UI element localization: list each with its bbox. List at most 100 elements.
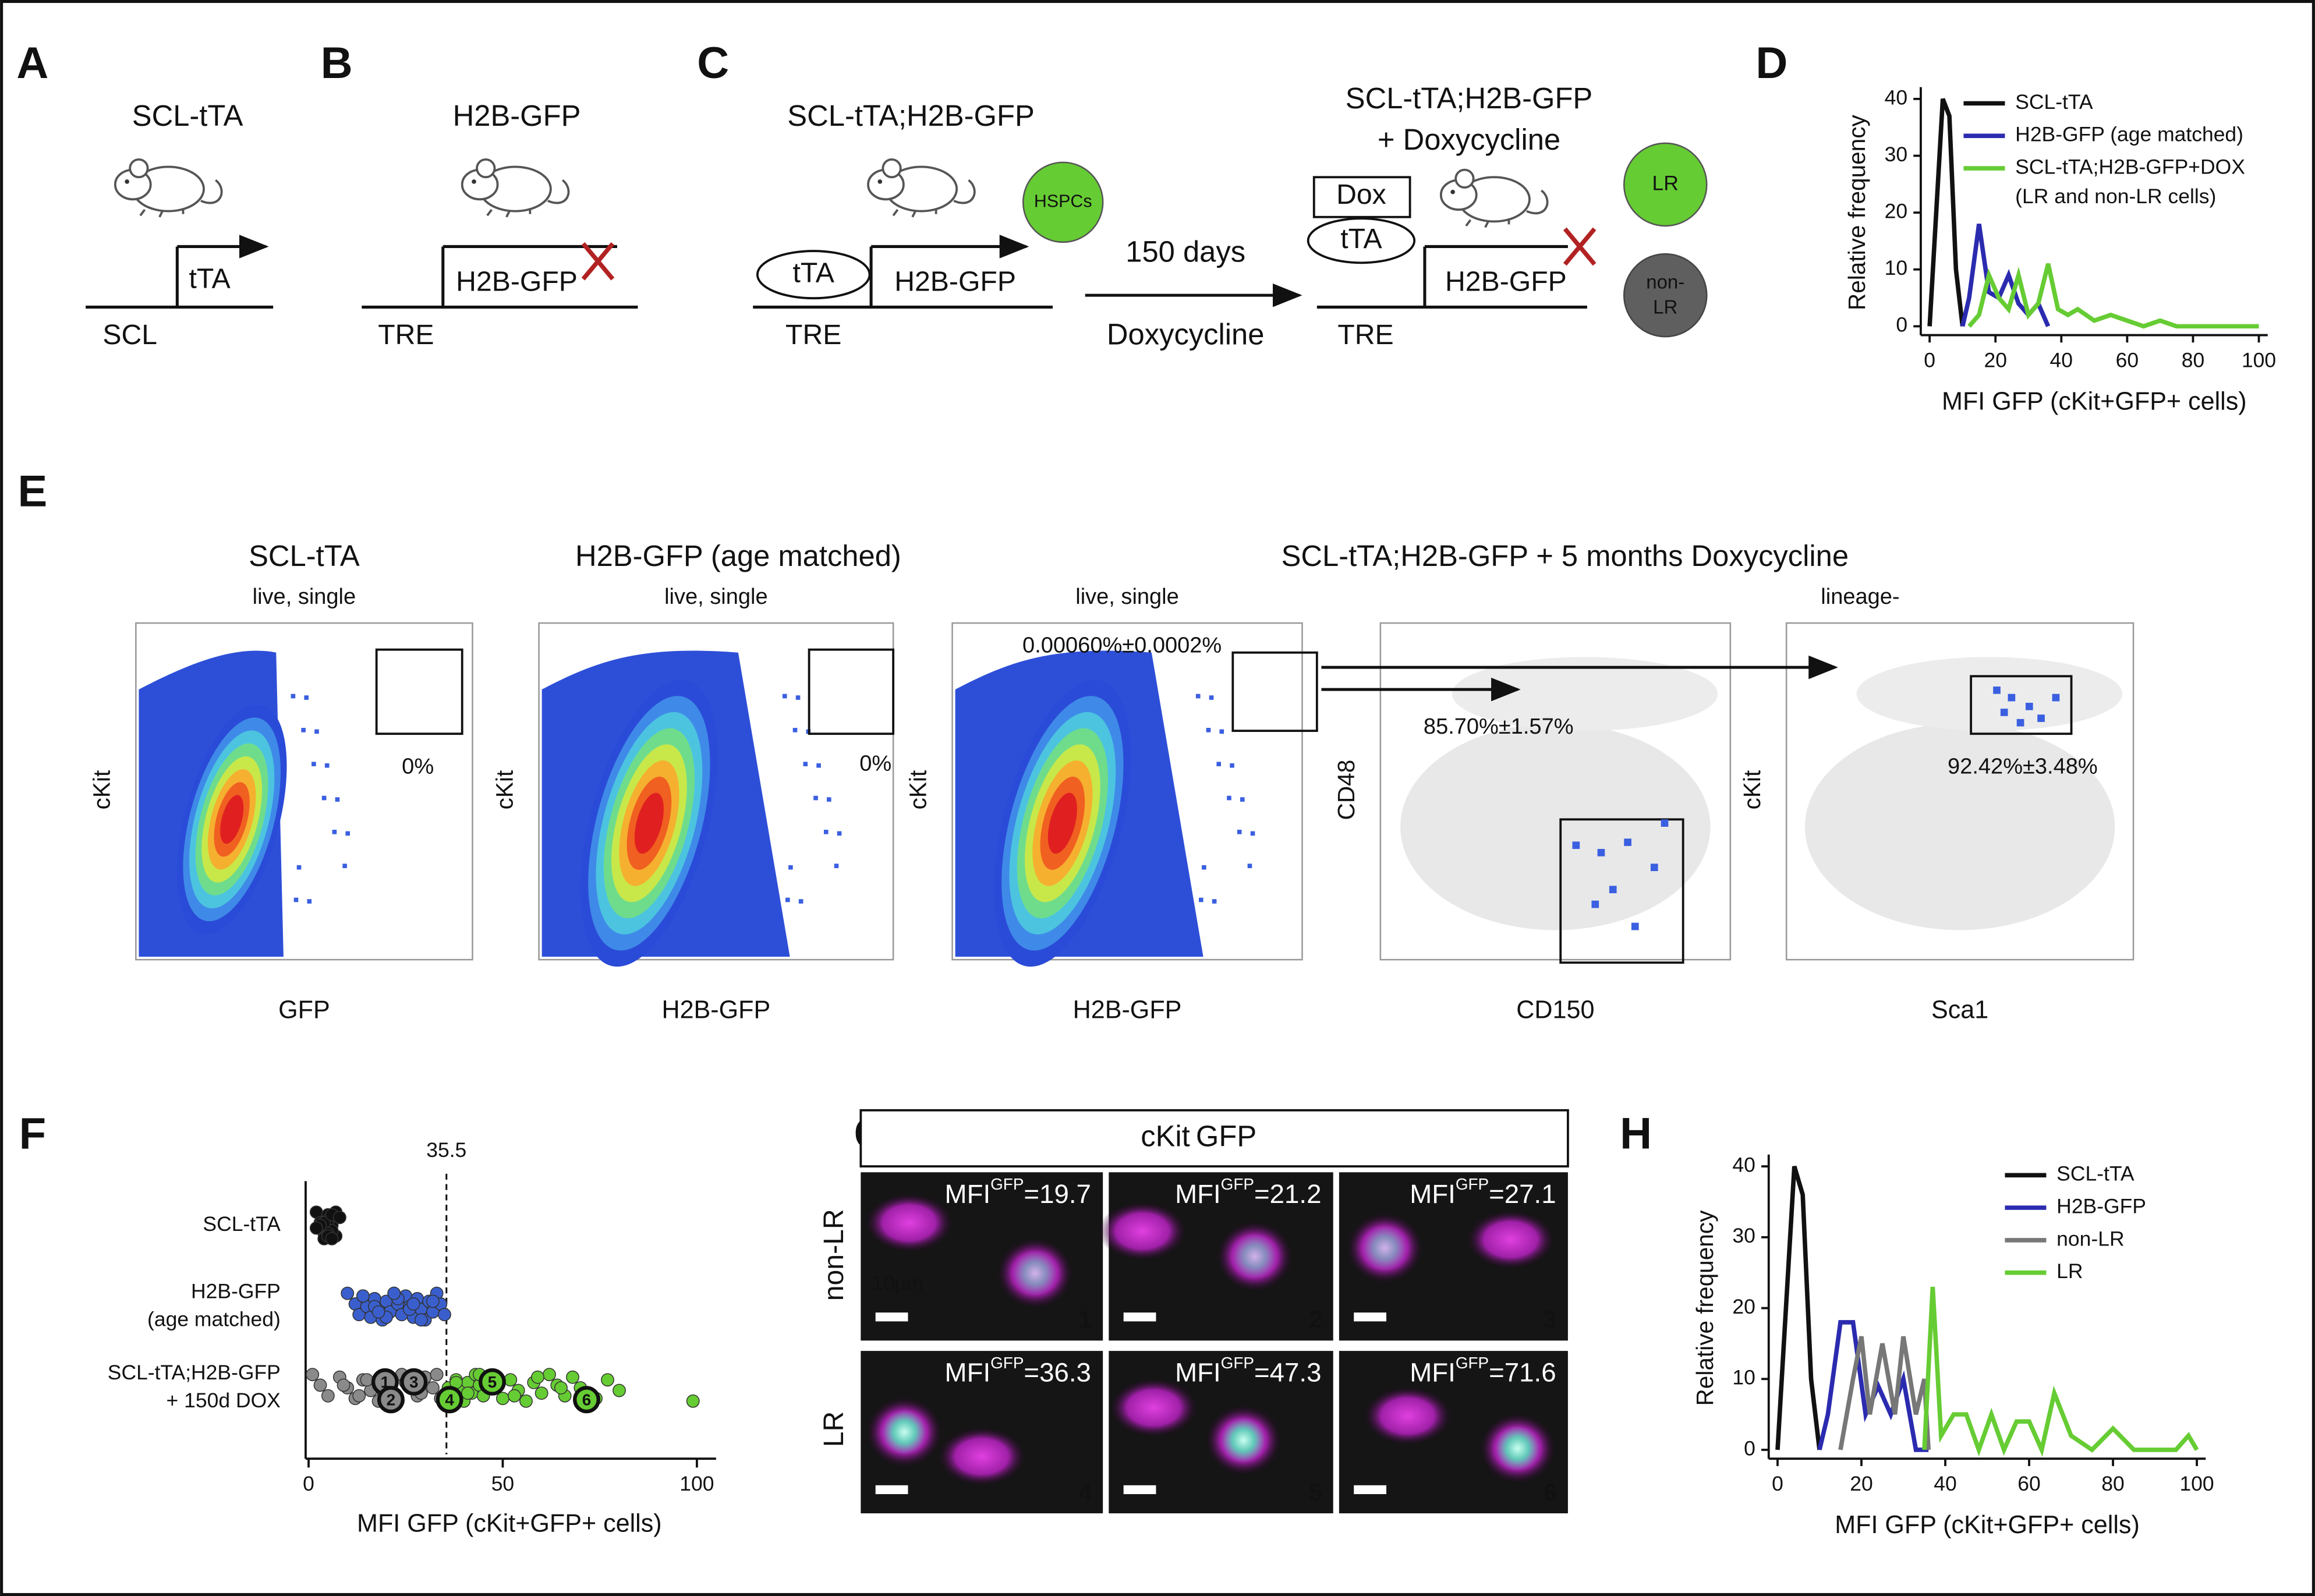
mfi-value: =47.3 — [1254, 1358, 1321, 1388]
point — [360, 1373, 374, 1387]
threshold-label: 35.5 — [426, 1138, 466, 1162]
gfp-signal — [1232, 1234, 1277, 1279]
highlight-point — [573, 1386, 600, 1414]
x-tick-label: 80 — [2182, 349, 2204, 372]
hspc-cell — [1022, 161, 1104, 243]
event-dot — [324, 763, 330, 768]
y-axis-label: cKit — [88, 770, 115, 810]
label: TRE — [785, 319, 841, 351]
gated-event — [1591, 900, 1599, 908]
event-dot — [1216, 762, 1222, 766]
mfi-sup: GFP — [990, 1175, 1024, 1193]
event-dot — [782, 693, 787, 699]
event-dot — [1206, 728, 1211, 732]
legend-label: SCL-tTA — [2056, 1162, 2135, 1186]
point — [613, 1383, 626, 1397]
gate-name: live, single — [664, 585, 767, 609]
category-label: H2B-GFP — [191, 1279, 281, 1303]
label: GFP — [1196, 1119, 1256, 1152]
event-dot — [813, 795, 818, 801]
gfp-signal — [1362, 1226, 1407, 1271]
event-dot — [837, 831, 842, 836]
point — [601, 1373, 614, 1387]
y-tick-label: 0 — [1744, 1436, 1755, 1460]
gated-event — [2025, 702, 2033, 710]
point — [415, 1313, 428, 1327]
ckit-signal — [1109, 1378, 1198, 1438]
point — [426, 1294, 440, 1308]
series-line — [1927, 98, 1965, 327]
density-level — [634, 792, 664, 854]
mouse-tail — [1526, 189, 1549, 215]
label: tTA — [793, 257, 835, 288]
mouse-tail — [953, 179, 976, 204]
ckit-signal — [1466, 1210, 1555, 1269]
x-tick-label: 50 — [491, 1472, 514, 1495]
point — [426, 1381, 440, 1395]
mfi-label: MFIGFP=47.3 — [1175, 1354, 1321, 1387]
x-tick-label: 60 — [2017, 1472, 2040, 1495]
y-axis-label: cKit — [491, 770, 518, 810]
event-dot — [314, 729, 319, 734]
x-tick-label: 80 — [2101, 1472, 2124, 1495]
event-dot — [1198, 897, 1203, 903]
point — [337, 1378, 351, 1392]
gate — [808, 648, 895, 735]
highlight-label: 2 — [387, 1391, 396, 1409]
mfi-name: MFI — [1410, 1358, 1456, 1388]
event-dot — [335, 797, 340, 802]
panel-letter: E — [17, 467, 47, 516]
non-lr-cell — [1623, 253, 1708, 338]
population-cloud — [1804, 723, 2115, 930]
label: tTA — [1340, 223, 1382, 254]
gfp-signal — [882, 1410, 927, 1455]
gated-event — [2000, 709, 2008, 716]
population-cloud — [1400, 723, 1711, 930]
mfi-label: MFIGFP=21.2 — [1175, 1175, 1321, 1208]
x-tick-label: 60 — [2116, 349, 2139, 372]
gated-event — [1993, 686, 2001, 694]
gated-event — [2016, 719, 2024, 727]
point — [325, 1231, 339, 1245]
point — [461, 1386, 475, 1400]
label: 150 days — [1125, 235, 1245, 268]
event-dot — [293, 897, 299, 903]
lr-cell — [1623, 142, 1708, 227]
mfi-label: MFIGFP=36.3 — [945, 1354, 1091, 1387]
y-tick-label: 20 — [1732, 1295, 1755, 1318]
panel-letter: C — [697, 38, 729, 88]
event-dot — [1209, 695, 1214, 700]
x-tick-label: 0 — [303, 1472, 314, 1495]
event-dot — [803, 762, 808, 766]
label: TRE — [378, 319, 434, 351]
event-dot — [1250, 831, 1255, 836]
scale-bar — [1354, 1485, 1387, 1495]
event-dot — [332, 830, 337, 834]
event-dot — [827, 797, 831, 802]
highlight-label: 6 — [582, 1391, 592, 1409]
mouse-eye — [472, 179, 476, 184]
mfi-name: MFI — [1175, 1358, 1221, 1388]
point — [686, 1394, 700, 1408]
label: H2B-GFP — [894, 266, 1016, 298]
panel-letter: H — [1620, 1109, 1652, 1159]
mouse-ear — [1454, 168, 1475, 189]
mouse-icon — [114, 158, 223, 218]
label: 92.42%±3.48% — [1948, 755, 2098, 779]
gated-event — [2008, 693, 2016, 702]
event-dot — [823, 830, 829, 834]
label: SCL — [102, 319, 157, 351]
event-dot — [834, 864, 839, 868]
mouse-feet — [486, 208, 532, 218]
point — [519, 1394, 533, 1408]
y-tick-label: 10 — [1732, 1366, 1755, 1389]
label: 85.70%±1.57% — [1424, 714, 1574, 739]
mouse-tail — [547, 179, 570, 204]
label: tTA — [189, 263, 231, 294]
mfi-label: MFIGFP=19.7 — [945, 1175, 1091, 1208]
label: SCL-tTA;H2B-GFP — [787, 99, 1034, 132]
label: 0% — [402, 755, 434, 779]
mfi-sup: GFP — [1456, 1175, 1489, 1193]
event-dot — [795, 695, 801, 700]
y-axis-label: cKit — [1739, 770, 1765, 810]
